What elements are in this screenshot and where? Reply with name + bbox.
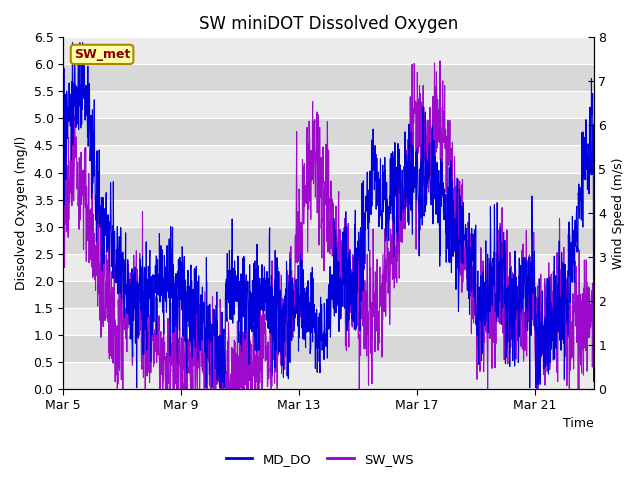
Y-axis label: Dissolved Oxygen (mg/l): Dissolved Oxygen (mg/l) xyxy=(15,136,28,290)
Bar xyxy=(63,145,593,172)
Bar xyxy=(63,362,593,389)
Title: SW miniDOT Dissolved Oxygen: SW miniDOT Dissolved Oxygen xyxy=(199,15,458,33)
Legend: MD_DO, SW_WS: MD_DO, SW_WS xyxy=(221,447,419,471)
Bar xyxy=(63,281,593,308)
Bar xyxy=(63,253,593,281)
Bar xyxy=(63,200,593,227)
Bar xyxy=(63,119,593,145)
Bar xyxy=(63,64,593,91)
Bar xyxy=(63,308,593,335)
Bar xyxy=(63,172,593,200)
Y-axis label: Wind Speed (m/s): Wind Speed (m/s) xyxy=(612,157,625,269)
Bar xyxy=(63,37,593,64)
Text: SW_met: SW_met xyxy=(74,48,131,61)
Bar xyxy=(63,91,593,119)
Text: Time: Time xyxy=(563,417,593,430)
Bar xyxy=(63,335,593,362)
Bar xyxy=(63,227,593,253)
